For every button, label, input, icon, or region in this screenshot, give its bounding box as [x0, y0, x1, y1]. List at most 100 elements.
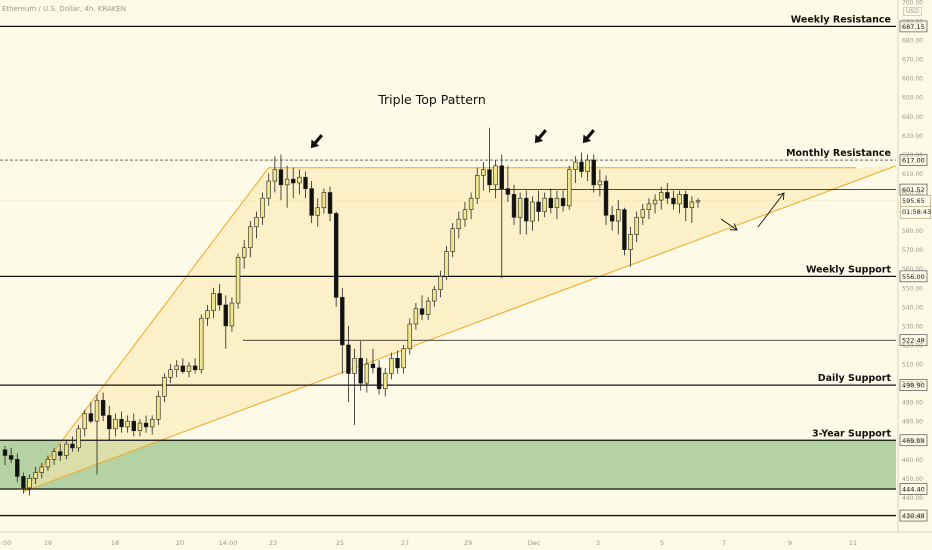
candle-body [316, 208, 320, 216]
candle-body [653, 200, 657, 204]
candle-body [28, 478, 32, 488]
candle-body [64, 444, 68, 455]
candle-body [457, 219, 461, 229]
candle-body [236, 257, 240, 303]
candle-body [445, 252, 449, 277]
level-label: Monthly Resistance [786, 148, 891, 159]
x-tick-label: 20 [176, 539, 184, 547]
candle-body [353, 358, 357, 373]
candle-body [561, 198, 565, 206]
candle-body [402, 349, 406, 368]
candle-body [365, 364, 369, 383]
candle-body [58, 452, 62, 456]
y-tick-label: 670.00 [902, 57, 923, 64]
candle-body [193, 366, 197, 370]
candle-body [377, 368, 381, 389]
candle-body [475, 175, 479, 198]
candle-body [163, 377, 167, 396]
y-tick-label: 470.00 [902, 438, 923, 445]
x-tick-label: 4:00 [0, 539, 11, 547]
candle-body [218, 293, 222, 304]
y-tick-label: 510.00 [902, 362, 923, 369]
candle-body [46, 459, 50, 467]
y-tick-label: 560.00 [902, 266, 923, 273]
candle-body [371, 364, 375, 368]
candle-body [15, 459, 19, 476]
candle-body [224, 305, 228, 326]
x-tick-label: 7 [722, 539, 726, 547]
bar-countdown-label: 01:58:43 [900, 206, 931, 219]
y-tick-label: 440.00 [902, 495, 923, 502]
candle-body [426, 301, 430, 314]
candle-body [322, 192, 326, 207]
candle-body [573, 162, 577, 170]
y-tick-label: 520.00 [902, 342, 923, 349]
candle-body [389, 358, 393, 373]
level-label: Weekly Resistance [791, 14, 891, 25]
candle-body [310, 189, 314, 216]
candle-body [175, 366, 179, 370]
candle-body [623, 210, 627, 250]
candle-body [328, 192, 332, 213]
candle-body [359, 358, 363, 383]
candle-body [451, 229, 455, 252]
candle-body [586, 160, 590, 171]
x-tick-label: 5 [660, 539, 664, 547]
level-label: 3-Year Support [812, 428, 891, 439]
candle-body [150, 419, 154, 427]
candle-body [71, 444, 75, 448]
candle-body [248, 227, 252, 248]
candle-body [488, 170, 492, 185]
candle-body [21, 476, 25, 487]
candle-body [414, 309, 418, 324]
y-tick-label: 690.00 [902, 18, 923, 25]
y-tick-label: 570.00 [902, 247, 923, 254]
candle-body [212, 293, 216, 310]
candle-body [678, 194, 682, 204]
candle-body [156, 396, 160, 419]
x-tick-label: 11 [849, 539, 857, 547]
candle-body [285, 179, 289, 185]
candle-body [126, 421, 130, 427]
x-tick-label: 18 [111, 539, 119, 547]
candle-body [334, 213, 338, 297]
x-tick-label: 16 [44, 539, 52, 547]
candle-body [555, 198, 559, 208]
y-tick-label: 450.00 [902, 476, 923, 483]
candle-body [304, 177, 308, 188]
y-tick-label: 490.00 [902, 400, 923, 407]
candle-body [665, 192, 669, 198]
y-tick-label: 660.00 [902, 76, 923, 83]
candle-body [52, 452, 56, 460]
y-tick-label: 500.00 [902, 381, 923, 388]
candle-body [242, 248, 246, 258]
candle-body [396, 358, 400, 368]
candle-body [647, 204, 651, 210]
candle-body [132, 421, 136, 431]
candle-body [255, 217, 259, 227]
candle-body [101, 400, 105, 415]
candle-body [107, 415, 111, 428]
y-tick-label: 540.00 [902, 304, 923, 311]
y-tick-label: 700.00 [902, 0, 923, 6]
candle-body [567, 170, 571, 206]
candle-body [95, 400, 99, 421]
pattern-title: Triple Top Pattern [377, 92, 486, 107]
candle-body [291, 179, 295, 183]
candle-body [273, 170, 277, 181]
candle-body [549, 198, 553, 208]
y-tick-label: 480.00 [902, 419, 923, 426]
candle-body [138, 423, 142, 431]
candle-body [3, 450, 7, 456]
candle-body [481, 170, 485, 176]
candle-body [230, 303, 234, 326]
candle-body [537, 202, 541, 212]
y-tick-label: 620.00 [902, 152, 923, 159]
candle-body [580, 162, 584, 172]
candle-body [610, 215, 614, 221]
candle-body [469, 198, 473, 209]
candle-body [635, 217, 639, 234]
candle-body [120, 419, 124, 427]
x-tick-label: 3 [596, 539, 600, 547]
